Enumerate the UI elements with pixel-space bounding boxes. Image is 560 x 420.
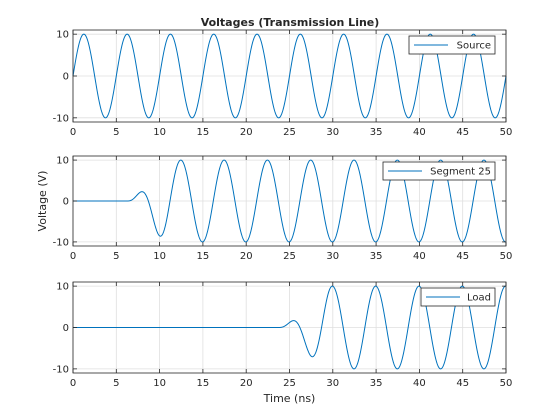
y-axis-label: Voltage (V)	[36, 171, 49, 232]
x-tick-label: 10	[153, 127, 166, 138]
x-tick-label: 20	[240, 251, 253, 262]
figure-title: Voltages (Transmission Line)	[201, 16, 380, 29]
legend-label: Source	[457, 41, 491, 52]
legend: Segment 25	[382, 161, 496, 181]
legend: Source	[408, 35, 496, 55]
x-tick-label: 30	[326, 127, 339, 138]
x-tick-label: 45	[456, 378, 469, 389]
x-tick-label: 25	[283, 378, 296, 389]
y-tick-label: -10	[53, 364, 69, 375]
x-tick-label: 15	[197, 127, 210, 138]
x-tick-label: 10	[153, 378, 166, 389]
y-tick-label: 0	[63, 72, 69, 83]
x-tick-label: 50	[500, 251, 513, 262]
x-tick-label: 50	[500, 127, 513, 138]
x-tick-label: 45	[456, 127, 469, 138]
x-tick-label: 30	[326, 378, 339, 389]
x-tick-label: 40	[413, 251, 426, 262]
x-tick-label: 35	[370, 378, 383, 389]
y-tick-label: -10	[53, 113, 69, 124]
x-tick-label: 20	[240, 127, 253, 138]
legend-label: Load	[467, 293, 491, 304]
x-tick-label: 0	[70, 127, 76, 138]
x-tick-label: 20	[240, 378, 253, 389]
x-tick-label: 5	[113, 251, 119, 262]
x-tick-label: 40	[413, 127, 426, 138]
y-tick-label: -10	[53, 237, 69, 248]
x-tick-label: 10	[153, 251, 166, 262]
x-tick-label: 15	[197, 378, 210, 389]
x-tick-label: 0	[70, 378, 76, 389]
series-line-1	[73, 285, 507, 370]
y-tick-label: 0	[63, 323, 69, 334]
legend-box	[408, 35, 496, 55]
x-tick-label: 15	[197, 251, 210, 262]
x-tick-label: 40	[413, 378, 426, 389]
x-axis-label: Time (ns)	[263, 392, 316, 405]
x-tick-label: 45	[456, 251, 469, 262]
y-tick-label: 10	[56, 156, 69, 167]
x-tick-label: 5	[113, 378, 119, 389]
legend-box	[382, 161, 496, 181]
y-tick-label: 10	[56, 30, 69, 41]
legend-label: Segment 25	[430, 167, 491, 178]
x-tick-label: 50	[500, 378, 513, 389]
x-tick-label: 25	[283, 127, 296, 138]
y-tick-label: 10	[56, 282, 69, 293]
y-tick-label: 0	[63, 197, 69, 208]
legend: Load	[420, 287, 496, 307]
x-tick-label: 25	[283, 251, 296, 262]
x-tick-label: 35	[370, 127, 383, 138]
x-tick-label: 5	[113, 127, 119, 138]
x-tick-label: 30	[326, 251, 339, 262]
x-tick-label: 35	[370, 251, 383, 262]
x-tick-label: 0	[70, 251, 76, 262]
